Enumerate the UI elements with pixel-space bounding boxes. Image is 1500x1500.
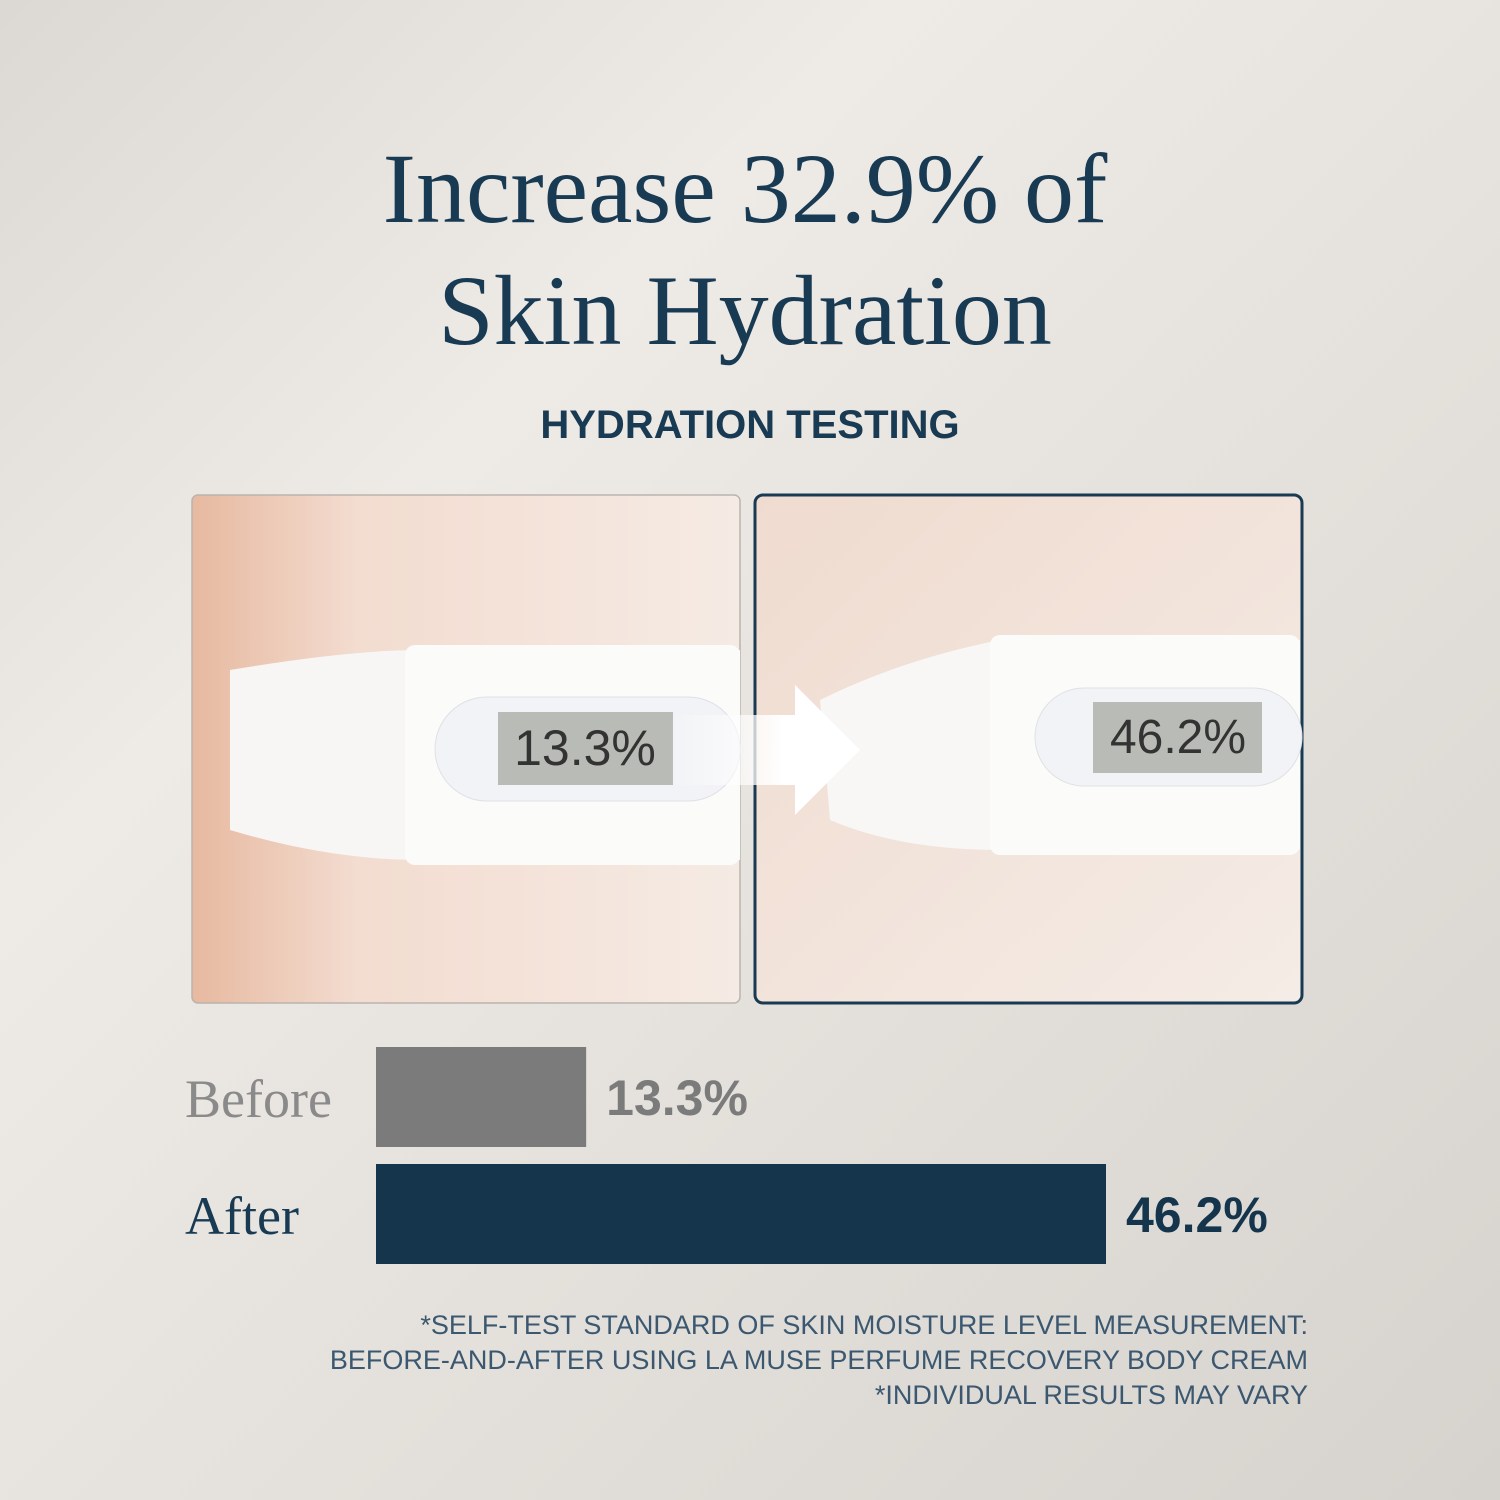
value-label: 13.3% [606, 1070, 748, 1126]
value-label: 46.2% [1126, 1187, 1268, 1243]
meter-reading: 13.3% [514, 720, 656, 776]
notes: *SELF-TEST STANDARD OF SKIN MOISTURE LEV… [330, 1310, 1308, 1410]
note-line: BEFORE-AND-AFTER USING LA MUSE PERFUME R… [330, 1345, 1308, 1375]
before-photo: 13.3% [191, 494, 741, 1004]
subtitle: HYDRATION TESTING [540, 403, 959, 447]
bar [376, 1164, 1106, 1264]
bar [376, 1047, 587, 1147]
title-line: Increase 32.9% of [383, 133, 1108, 244]
arrow [670, 685, 860, 815]
meter-reading: 46.2% [1110, 711, 1246, 764]
category-label: Before [185, 1069, 332, 1129]
note-line: *INDIVIDUAL RESULTS MAY VARY [875, 1380, 1308, 1410]
after-photo: 46.2% [753, 493, 1304, 1005]
title-line: Skin Hydration [438, 255, 1052, 366]
category-label: After [185, 1186, 299, 1246]
note-line: *SELF-TEST STANDARD OF SKIN MOISTURE LEV… [420, 1310, 1308, 1340]
